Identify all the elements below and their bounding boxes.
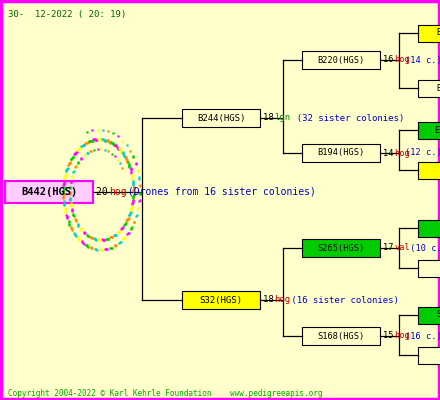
Text: B244(HGS): B244(HGS) xyxy=(197,114,245,122)
Bar xyxy=(418,346,440,364)
Text: (12 c.): (12 c.) xyxy=(405,148,440,158)
Bar xyxy=(418,162,440,178)
Text: (Drones from 16 sister colonies): (Drones from 16 sister colonies) xyxy=(122,187,316,197)
Text: (10 c.): (10 c.) xyxy=(405,244,440,252)
Text: hog: hog xyxy=(394,148,410,158)
Text: lgn: lgn xyxy=(275,114,291,122)
Text: 17: 17 xyxy=(383,244,399,252)
Bar xyxy=(302,239,380,257)
Text: 15: 15 xyxy=(383,332,399,340)
Text: B442(HGS): B442(HGS) xyxy=(21,187,77,197)
Text: hog: hog xyxy=(394,332,410,340)
Text: S265(HGS): S265(HGS) xyxy=(317,244,365,252)
Bar xyxy=(182,291,260,309)
Text: B202(HGS): B202(HGS) xyxy=(436,28,440,38)
Text: S32(HGS): S32(HGS) xyxy=(199,296,242,304)
Text: B266(NE): B266(NE) xyxy=(439,264,440,272)
Text: hog: hog xyxy=(275,296,291,304)
Text: 14: 14 xyxy=(383,148,399,158)
Text: EL148(HJT): EL148(HJT) xyxy=(434,126,440,134)
Text: val: val xyxy=(394,244,410,252)
Text: (16 c.): (16 c.) xyxy=(405,332,440,340)
Bar xyxy=(418,122,440,138)
Bar xyxy=(302,327,380,345)
Text: S101(HGS): S101(HGS) xyxy=(436,310,440,320)
Text: B180(HGS): B180(HGS) xyxy=(436,84,440,92)
Text: B29(HGS): B29(HGS) xyxy=(439,350,440,360)
Text: hog: hog xyxy=(394,56,410,64)
Text: 20: 20 xyxy=(96,187,114,197)
Text: B65(HGS): B65(HGS) xyxy=(439,166,440,174)
Bar xyxy=(418,24,440,42)
Bar xyxy=(302,51,380,69)
Bar xyxy=(5,181,93,203)
Text: (16 sister colonies): (16 sister colonies) xyxy=(286,296,399,304)
Text: S100(TK): S100(TK) xyxy=(439,224,440,232)
Text: 16: 16 xyxy=(383,56,399,64)
Bar xyxy=(418,260,440,276)
Text: 30-  12-2022 ( 20: 19): 30- 12-2022 ( 20: 19) xyxy=(8,10,126,19)
Text: B194(HGS): B194(HGS) xyxy=(317,148,365,158)
Text: S168(HGS): S168(HGS) xyxy=(317,332,365,340)
Text: hog: hog xyxy=(109,187,127,197)
Bar xyxy=(302,144,380,162)
Text: 18: 18 xyxy=(263,296,279,304)
Bar xyxy=(182,109,260,127)
Text: Copyright 2004-2022 © Karl Kehrle Foundation    www.pedigreeapis.org: Copyright 2004-2022 © Karl Kehrle Founda… xyxy=(8,388,323,398)
Text: 18: 18 xyxy=(263,114,279,122)
Bar xyxy=(418,220,440,236)
Text: (14 c.): (14 c.) xyxy=(405,56,440,64)
Bar xyxy=(418,306,440,324)
Text: B220(HGS): B220(HGS) xyxy=(317,56,365,64)
Text: (32 sister colonies): (32 sister colonies) xyxy=(286,114,404,122)
Bar xyxy=(418,80,440,96)
